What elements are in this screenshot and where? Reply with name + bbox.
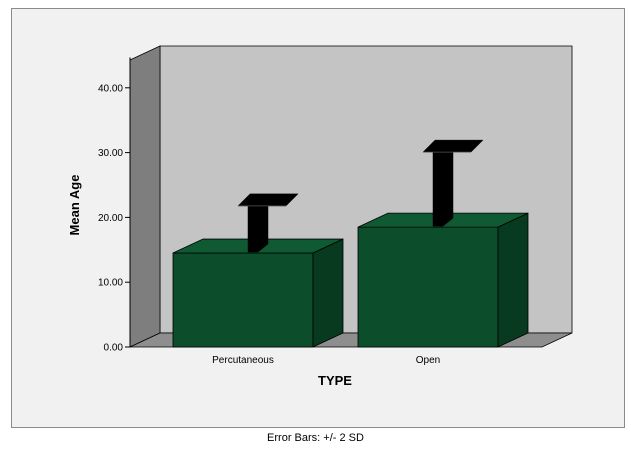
y-tick-label: 0.00 [104,343,124,354]
error-bar [237,193,299,253]
side-wall [129,45,161,348]
bar-side [312,238,344,348]
x-axis: Percutaneous Open [212,355,440,366]
y-axis-title: Mean Age [67,175,82,236]
x-axis-title: TYPE [318,373,352,388]
bar [357,226,499,348]
bars [172,139,529,348]
chart-caption: Error Bars: +/- 2 SD [267,432,364,444]
y-axis: 0.00 10.00 20.00 30.00 40.00 [98,57,131,354]
error-bar-stem [432,145,454,227]
error-bar-stem [247,199,269,253]
bar [172,252,314,348]
bar-group [357,139,529,348]
x-tick-label: Open [416,355,440,366]
y-tick-label: 10.00 [98,278,123,289]
y-tick-label: 40.00 [98,83,123,94]
y-tick-label: 20.00 [98,213,123,224]
bar-group [172,193,344,348]
bar-side [497,212,529,348]
x-tick-label: Percutaneous [212,355,274,366]
y-tick-label: 30.00 [98,148,123,159]
error-bar [422,139,484,227]
